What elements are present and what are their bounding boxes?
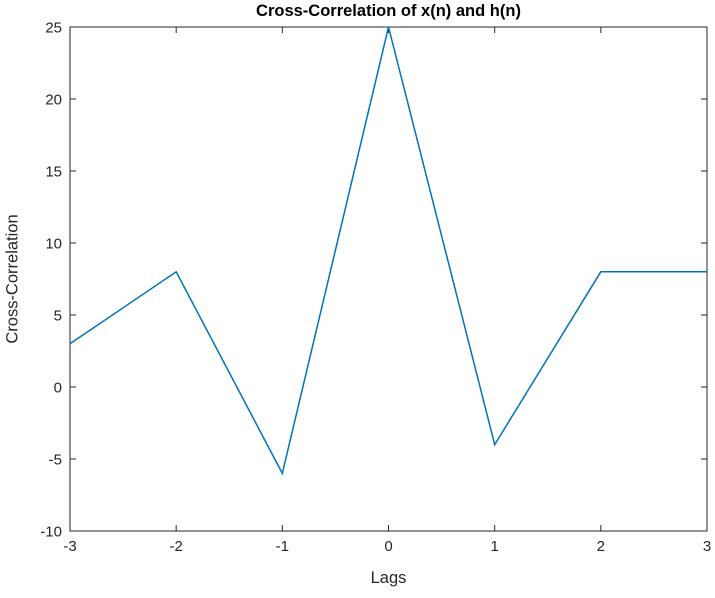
cross-correlation-line [69,26,707,476]
y-tick-label: 20 [45,92,62,109]
axis-ticks [69,26,708,532]
y-tick-label: 10 [45,236,62,253]
y-tick-label: 25 [45,20,62,37]
x-tick-label: -2 [169,538,182,555]
x-tick-label: -1 [276,538,289,555]
data-series [69,26,707,476]
y-tick-label: 15 [45,164,62,181]
y-axis-label: Cross-Correlation [3,214,22,344]
x-axis-label: Lags [370,569,407,587]
y-tick-label: 5 [54,308,62,325]
y-tick-label: -10 [40,524,62,541]
y-tick-label: 0 [54,380,62,397]
x-tick-label: -3 [63,538,76,555]
y-tick-label: -5 [49,452,62,469]
x-tick-label: 3 [703,538,711,555]
x-tick-label: 2 [597,538,605,555]
x-tick-label: 0 [384,538,392,555]
x-tick-label: 1 [490,538,498,555]
chart-title: Cross-Correlation of x(n) and h(n) [256,2,521,20]
